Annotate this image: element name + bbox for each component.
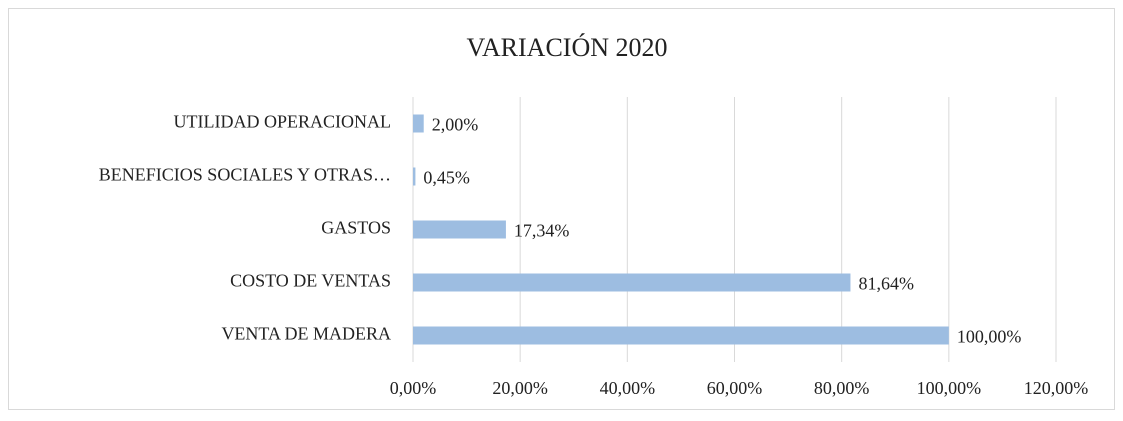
x-tick-label: 100,00% bbox=[917, 378, 982, 398]
chart-title: VARIACIÓN 2020 bbox=[466, 33, 667, 62]
y-tick-label: COSTO DE VENTAS bbox=[230, 271, 391, 291]
y-tick-label: BENEFICIOS SOCIALES Y OTRAS… bbox=[99, 165, 391, 185]
data-label: 0,45% bbox=[423, 168, 470, 188]
bar bbox=[413, 220, 506, 239]
x-tick-label: 20,00% bbox=[492, 378, 548, 398]
bar bbox=[413, 114, 424, 133]
bar bbox=[413, 273, 851, 292]
x-tick-label: 0,00% bbox=[390, 378, 437, 398]
x-tick-label: 40,00% bbox=[600, 378, 656, 398]
data-label: 17,34% bbox=[514, 221, 570, 241]
data-label: 2,00% bbox=[432, 115, 479, 135]
data-label: 100,00% bbox=[957, 327, 1022, 347]
data-label: 81,64% bbox=[858, 274, 914, 294]
y-tick-label: GASTOS bbox=[321, 218, 391, 238]
bar bbox=[413, 167, 416, 186]
x-tick-label: 120,00% bbox=[1024, 378, 1089, 398]
bar bbox=[413, 326, 949, 345]
x-tick-label: 60,00% bbox=[707, 378, 763, 398]
x-tick-label: 80,00% bbox=[814, 378, 870, 398]
y-tick-label: UTILIDAD OPERACIONAL bbox=[174, 112, 391, 132]
y-tick-label: VENTA DE MADERA bbox=[221, 324, 391, 344]
